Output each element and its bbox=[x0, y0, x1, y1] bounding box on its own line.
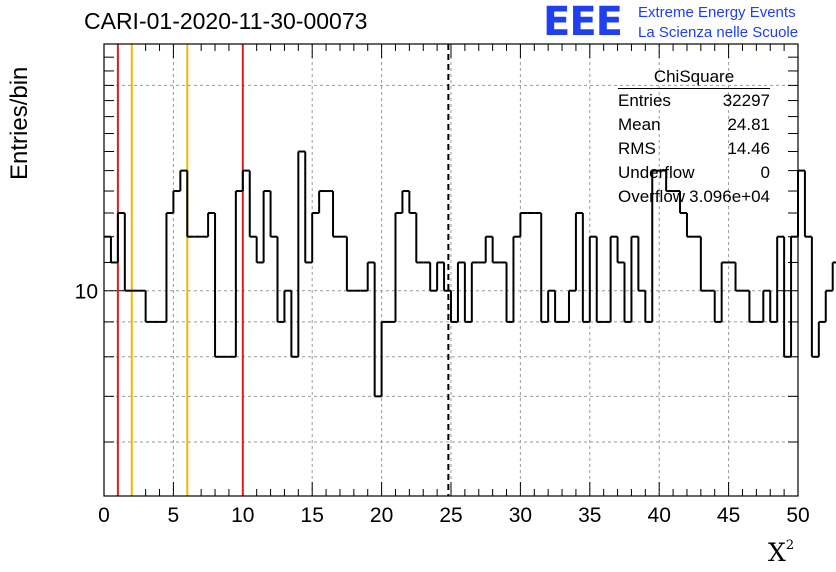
x-tick-label: 30 bbox=[509, 504, 532, 527]
stats-name: Overflow bbox=[618, 187, 686, 206]
stats-value: 0 bbox=[760, 163, 770, 182]
x-tick-label: 0 bbox=[98, 504, 110, 527]
x-tick-label: 10 bbox=[231, 504, 254, 527]
x-axis-label: X2 bbox=[768, 538, 794, 567]
x-tick-label: 35 bbox=[578, 504, 601, 527]
eee-logo-letters: EEE bbox=[543, 0, 623, 45]
org-name-line1: Extreme Energy Events bbox=[638, 4, 796, 21]
y-axis-label: Entries/bin bbox=[6, 66, 33, 180]
stats-row-entries: Entries 32297 bbox=[612, 89, 776, 113]
stats-name: Underflow bbox=[618, 163, 695, 182]
eee-logo: EEE bbox=[543, 2, 636, 42]
stats-name: Mean bbox=[618, 115, 661, 134]
stats-value: 24.81 bbox=[727, 115, 770, 134]
x-tick-label: 50 bbox=[786, 504, 809, 527]
chart-title: CARI-01-2020-11-30-00073 bbox=[84, 8, 368, 34]
x-tick-label: 15 bbox=[301, 504, 324, 527]
axis-tick-labels: 0 5 10 15 20 25 30 35 40 45 50 10 bbox=[75, 281, 810, 527]
x-axis-label-exponent: 2 bbox=[785, 538, 795, 553]
y-tick-label: 10 bbox=[75, 281, 98, 304]
histogram-series bbox=[104, 150, 836, 398]
org-name-line2: La Scienza nelle Scuole bbox=[638, 24, 799, 41]
x-axis-label-base: X bbox=[768, 538, 786, 567]
stats-value: 14.46 bbox=[727, 139, 770, 158]
axis-ticks bbox=[103, 43, 799, 497]
plot-frame bbox=[103, 43, 799, 497]
stats-row-rms: RMS 14.46 bbox=[612, 137, 776, 161]
stats-row-underflow: Underflow 0 bbox=[612, 161, 776, 185]
x-tick-label: 20 bbox=[370, 504, 393, 527]
reference-lines bbox=[116, 44, 450, 496]
stats-name: Entries bbox=[618, 91, 671, 110]
x-tick-label: 25 bbox=[439, 504, 462, 527]
stats-name: RMS bbox=[618, 139, 656, 158]
stats-title: ChiSquare bbox=[618, 66, 770, 89]
stats-value: 3.096e+04 bbox=[689, 187, 770, 206]
stats-value: 32297 bbox=[722, 91, 770, 110]
x-tick-label: 5 bbox=[168, 504, 180, 527]
stats-row-overflow: Overflow 3.096e+04 bbox=[612, 185, 776, 209]
stats-box: ChiSquare Entries 32297 Mean 24.81 RMS 1… bbox=[612, 66, 776, 209]
stats-row-mean: Mean 24.81 bbox=[612, 113, 776, 137]
grid bbox=[104, 44, 798, 496]
x-tick-label: 40 bbox=[648, 504, 671, 527]
x-tick-label: 45 bbox=[717, 504, 740, 527]
